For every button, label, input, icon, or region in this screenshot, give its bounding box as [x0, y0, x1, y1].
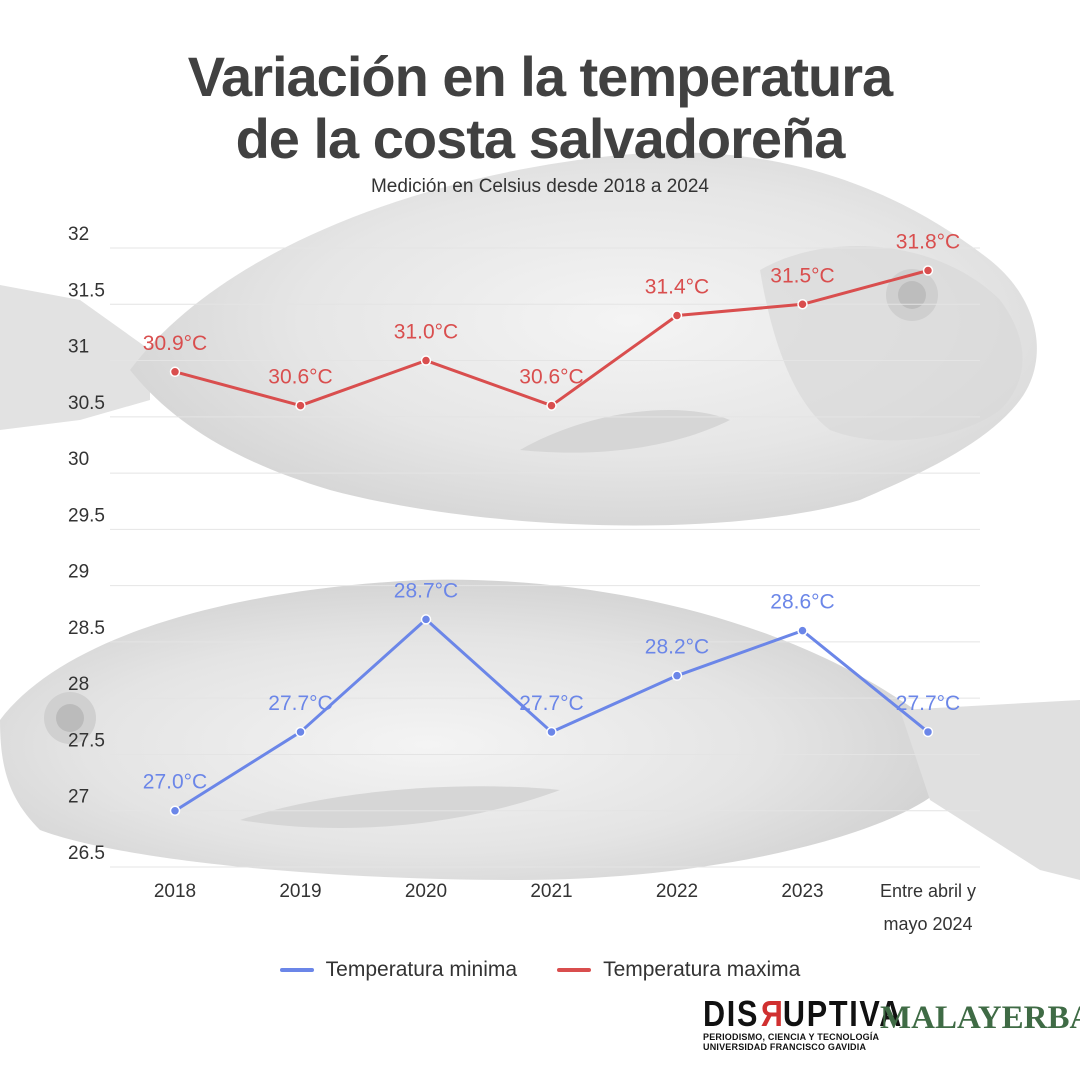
legend: Temperatura minima Temperatura maxima: [0, 958, 1080, 982]
data-label-temperatura-minima: 27.7°C: [896, 692, 960, 715]
x-tick-label: 2018: [154, 881, 196, 902]
data-point-temperatura-maxima: [169, 366, 181, 378]
y-tick-label: 31: [68, 337, 89, 358]
y-tick-label: 27.5: [68, 730, 105, 751]
y-tick-label: 30.5: [68, 393, 105, 414]
data-label-temperatura-minima: 27.7°C: [519, 692, 583, 715]
x-tick-label: 2020: [405, 881, 447, 902]
data-label-temperatura-maxima: 30.9°C: [143, 332, 207, 355]
chart-title-line-1: Variación en la temperatura: [187, 45, 893, 108]
data-label-temperatura-maxima: 31.8°C: [896, 231, 960, 254]
chart-title-line-2: de la costa salvadoreña: [235, 107, 846, 170]
data-point-temperatura-minima: [922, 726, 934, 738]
chart-subtitle: Medición en Celsius desde 2018 a 2024: [370, 176, 709, 197]
lower-fish: [0, 579, 1080, 880]
data-point-temperatura-maxima: [420, 355, 432, 366]
y-tick-label: 29: [68, 562, 89, 583]
x-tick-label: 2023: [781, 881, 823, 902]
x-tick-label: 2021: [530, 881, 572, 902]
data-label-temperatura-minima: 28.6°C: [770, 591, 834, 614]
data-point-temperatura-minima: [295, 726, 306, 738]
legend-item-minima: Temperatura minima: [279, 958, 518, 982]
data-label-temperatura-maxima: 30.6°C: [268, 366, 332, 389]
y-tick-label: 29.5: [68, 505, 105, 526]
data-label-temperatura-maxima: 31.4°C: [645, 276, 709, 299]
data-point-temperatura-minima: [797, 625, 808, 636]
disruptiva-university: UNIVERSIDAD FRANCISCO GAVIDIA: [703, 1042, 867, 1052]
data-label-temperatura-minima: 27.7°C: [268, 692, 332, 715]
x-tick-label: 2022: [656, 881, 698, 902]
y-tick-label: 27: [68, 787, 89, 808]
upper-fish: [0, 152, 1037, 526]
series-line-temperatura-minima: [174, 617, 929, 812]
data-point-temperatura-maxima: [671, 310, 683, 321]
data-point-temperatura-minima: [671, 670, 683, 681]
data-point-temperatura-minima: [420, 614, 432, 625]
legend-label-maxima: Temperatura maxima: [603, 958, 801, 981]
data-label-temperatura-minima: 27.0°C: [143, 771, 207, 794]
data-label-temperatura-maxima: 31.0°C: [394, 321, 458, 344]
data-label-temperatura-minima: 28.2°C: [645, 636, 709, 659]
data-label-temperatura-minima: 28.7°C: [394, 579, 458, 602]
data-point-temperatura-minima: [546, 726, 557, 738]
x-tick-label: 2019: [279, 881, 321, 902]
x-tick-label: Entre abril y: [880, 881, 976, 901]
disruptiva-logo: DISRUPTIVA PERIODISMO, CIENCIA Y TECNOLO…: [703, 993, 904, 1052]
data-point-temperatura-maxima: [295, 400, 306, 411]
y-tick-label: 32: [68, 224, 89, 245]
disruptiva-wordmark: DISRUPTIVA: [703, 993, 904, 1034]
legend-item-maxima: Temperatura maxima: [557, 958, 800, 982]
x-tick-label: mayo 2024: [883, 914, 972, 934]
legend-swatch-maxima: [557, 968, 592, 972]
data-point-temperatura-maxima: [922, 265, 934, 276]
y-tick-label: 30: [68, 449, 89, 470]
data-label-temperatura-maxima: 31.5°C: [770, 264, 834, 287]
malayerba-logo: MALAYERBA: [880, 1000, 1080, 1036]
y-tick-label: 28: [68, 674, 89, 695]
data-point-temperatura-maxima: [797, 299, 808, 310]
legend-label-minima: Temperatura minima: [325, 958, 518, 981]
data-label-temperatura-maxima: 30.6°C: [519, 366, 583, 389]
data-point-temperatura-maxima: [546, 400, 557, 411]
disruptiva-tagline: PERIODISMO, CIENCIA Y TECNOLOGÍA: [703, 1032, 880, 1042]
y-tick-label: 26.5: [68, 843, 105, 864]
y-tick-label: 31.5: [68, 280, 105, 301]
legend-swatch-minima: [279, 968, 314, 972]
y-tick-label: 28.5: [68, 618, 105, 639]
data-point-temperatura-minima: [169, 805, 181, 816]
